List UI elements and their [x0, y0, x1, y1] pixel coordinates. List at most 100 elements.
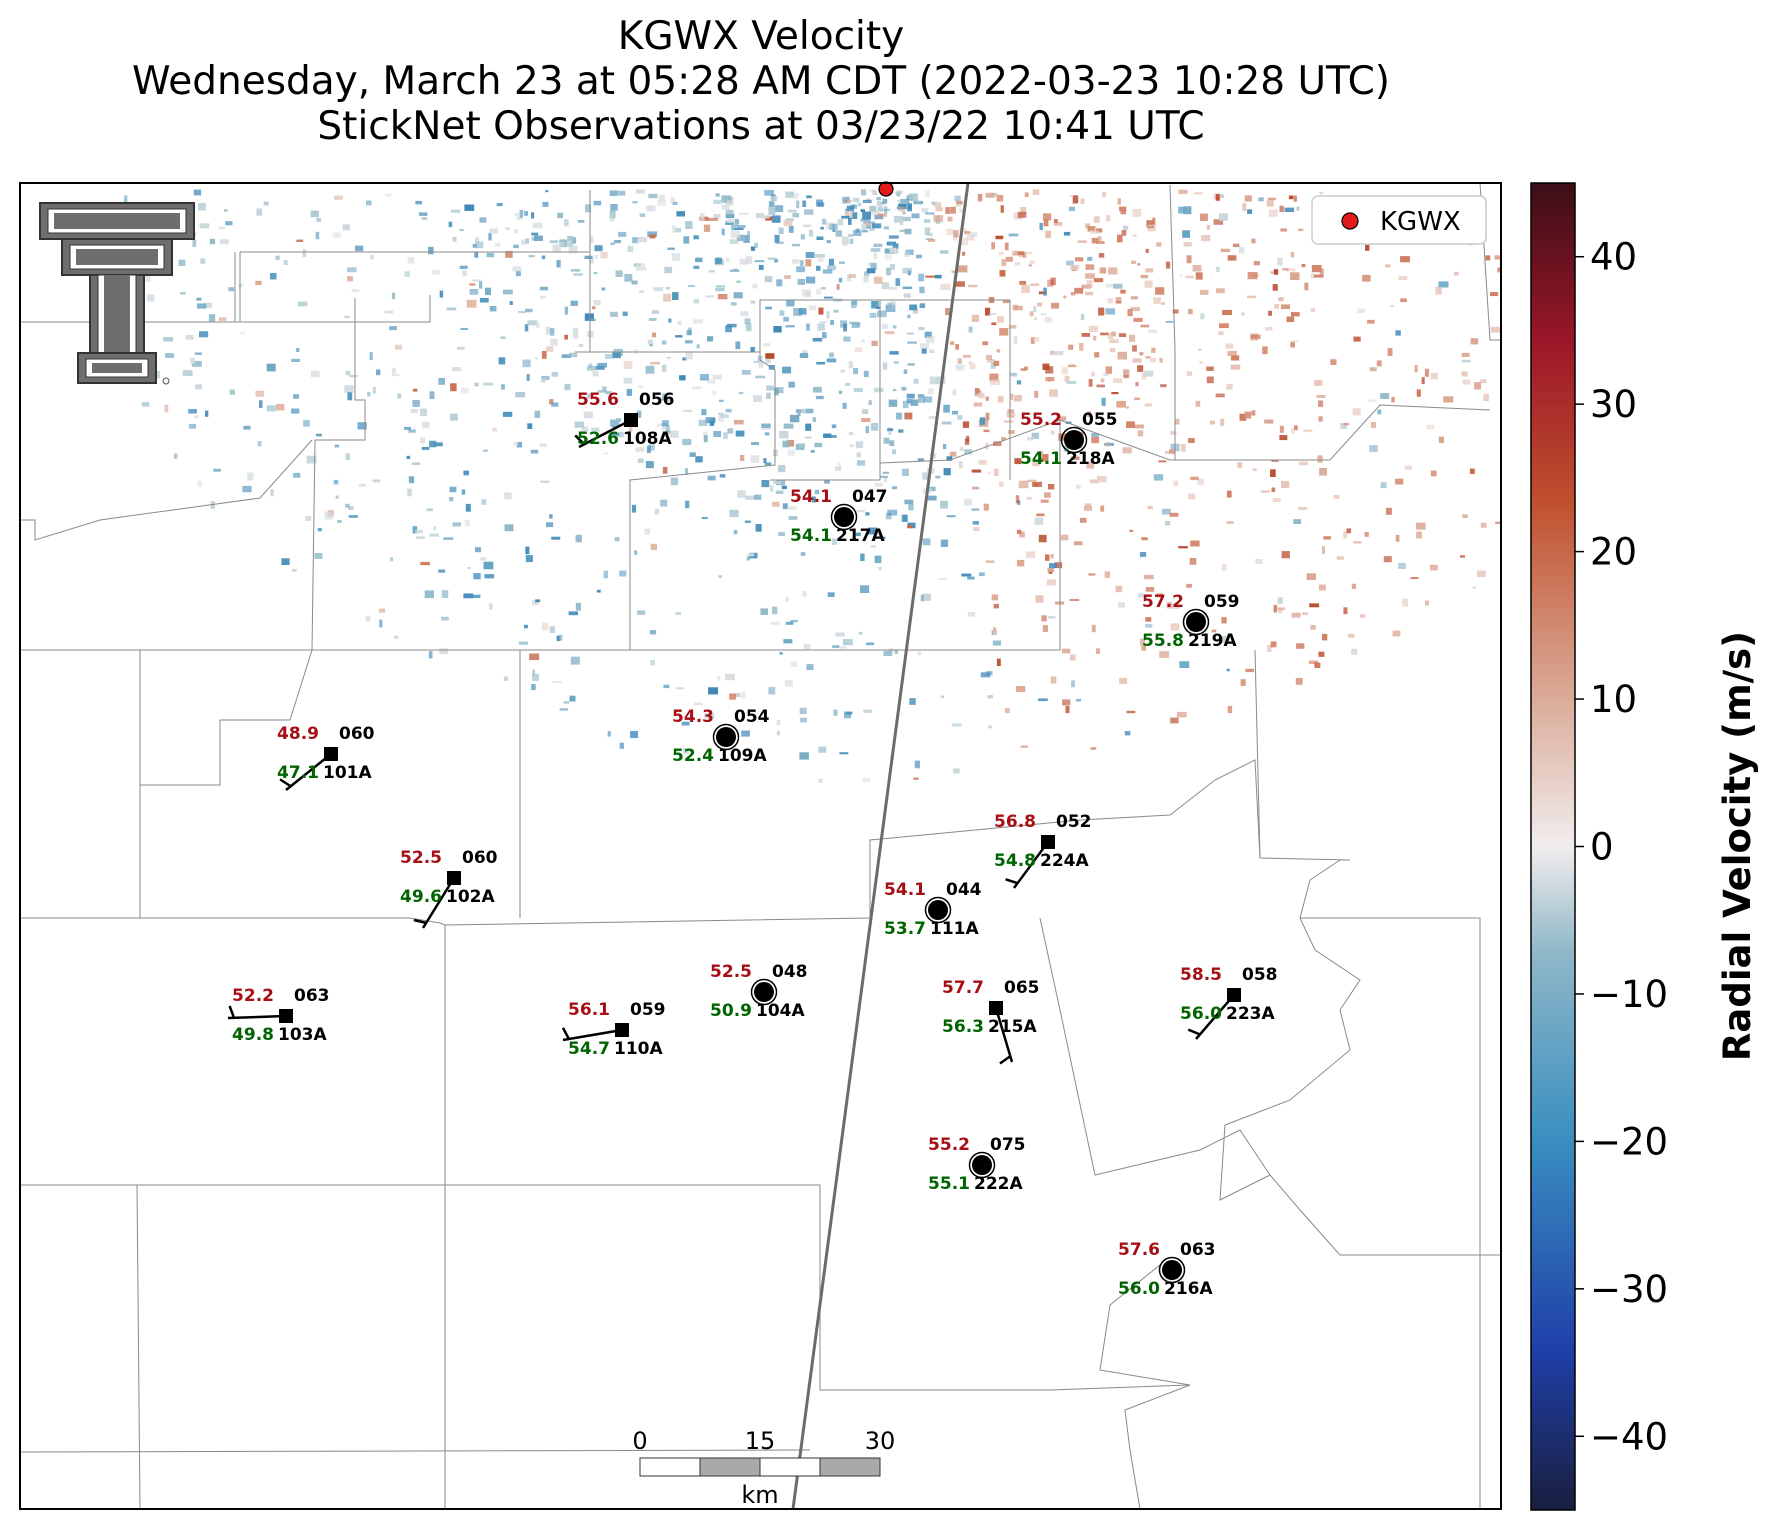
radar-gate: [1424, 368, 1429, 377]
radar-gate: [1042, 363, 1050, 370]
radar-gate: [524, 211, 528, 216]
radar-gate: [1369, 367, 1377, 372]
radar-gate: [1088, 325, 1098, 332]
radar-gate: [978, 459, 987, 465]
radar-gate: [808, 305, 817, 311]
radar-gate: [1274, 304, 1279, 309]
radar-gate: [645, 461, 654, 469]
radar-gate: [1476, 570, 1486, 578]
radar-gate: [902, 216, 911, 222]
radar-gate: [452, 367, 461, 372]
radar-gate: [1031, 432, 1040, 439]
radar-gate: [1178, 189, 1188, 194]
radar-gate: [1200, 235, 1211, 242]
radar-gate: [618, 231, 627, 237]
radar-gate: [1380, 393, 1390, 399]
radar-gate: [483, 561, 494, 570]
radar-gate: [515, 271, 521, 277]
radar-gate: [1074, 257, 1084, 262]
radar-gate: [675, 687, 685, 690]
radar-gate: [1215, 393, 1225, 398]
radar-gate: [228, 287, 234, 292]
radar-gate: [719, 399, 724, 402]
radar-gate: [1020, 745, 1028, 748]
radar-gate: [556, 259, 561, 268]
radar-gate: [864, 271, 870, 276]
radar-gate: [775, 241, 784, 244]
radar-gate: [1290, 341, 1295, 348]
station-marker-square: [1227, 988, 1241, 1002]
radar-gate: [480, 557, 487, 561]
radar-gate: [794, 193, 799, 199]
radar-gate: [472, 243, 478, 248]
radar-gate: [816, 236, 824, 240]
radar-gate: [644, 528, 651, 535]
radar-gate: [513, 244, 519, 249]
radar-gate: [764, 189, 774, 196]
radar-gate: [1032, 461, 1040, 467]
radar-gate: [1063, 231, 1071, 236]
radar-gate: [1347, 633, 1355, 638]
station-dewpoint: 56.0: [1180, 1004, 1222, 1024]
radar-gate: [1120, 289, 1126, 294]
radar-gate: [1145, 617, 1152, 622]
radar-gate: [1227, 705, 1233, 714]
radar-gate: [1081, 333, 1090, 337]
radar-gate: [1367, 319, 1375, 324]
radar-gate: [1050, 676, 1057, 684]
radar-gate: [974, 393, 978, 397]
radar-gate: [639, 290, 645, 294]
radar-gate: [1126, 710, 1136, 714]
radar-gate: [786, 300, 795, 307]
radar-gate: [622, 311, 628, 316]
radar-gate: [428, 246, 434, 255]
radar-gate: [1190, 476, 1199, 481]
radar-gate: [1250, 334, 1261, 339]
legend-label: KGWX: [1380, 207, 1461, 237]
radar-gate: [552, 680, 563, 684]
radar-gate: [1050, 430, 1055, 435]
radar-gate: [693, 265, 700, 269]
radar-gate: [919, 303, 926, 309]
radar-gate: [243, 425, 251, 430]
radar-gate: [1117, 351, 1127, 360]
radar-gate: [886, 267, 891, 276]
radar-gate: [369, 352, 373, 361]
radar-gate: [687, 285, 695, 287]
radar-gate: [1220, 194, 1224, 198]
radar-gate: [839, 752, 849, 755]
radar-gate: [1023, 366, 1029, 370]
radar-gate: [471, 279, 482, 282]
radar-gate: [452, 522, 461, 527]
radar-gate: [950, 341, 955, 345]
radar-gate: [908, 503, 914, 511]
radar-gate: [1150, 357, 1156, 363]
radar-gate: [996, 194, 1004, 202]
radar-gate: [337, 520, 342, 523]
radar-gate: [787, 506, 797, 510]
radar-gate: [929, 486, 936, 492]
radar-gate: [782, 440, 790, 448]
radar-gate: [1111, 331, 1116, 337]
state-boundary: [791, 183, 970, 1509]
radar-gate: [1135, 381, 1139, 387]
radar-gate: [484, 574, 494, 579]
radar-gate: [1216, 266, 1220, 272]
radar-gate: [1286, 268, 1296, 272]
station-wind-direction: 044: [946, 880, 982, 900]
radar-gate: [649, 630, 657, 635]
radar-gate: [550, 328, 555, 336]
radar-gate: [1097, 236, 1102, 244]
scale-segment: [699, 1457, 761, 1477]
wind-barb: [1195, 994, 1235, 1040]
radar-gate: [1087, 226, 1096, 232]
radar-gate: [802, 200, 807, 207]
radar-gate: [816, 265, 821, 271]
radar-gate: [1030, 337, 1035, 344]
radar-gate: [1385, 507, 1392, 515]
station-dewpoint: 55.8: [1142, 631, 1184, 651]
radar-gate: [860, 585, 870, 593]
radar-gate: [449, 486, 457, 493]
radar-gate: [826, 240, 831, 244]
